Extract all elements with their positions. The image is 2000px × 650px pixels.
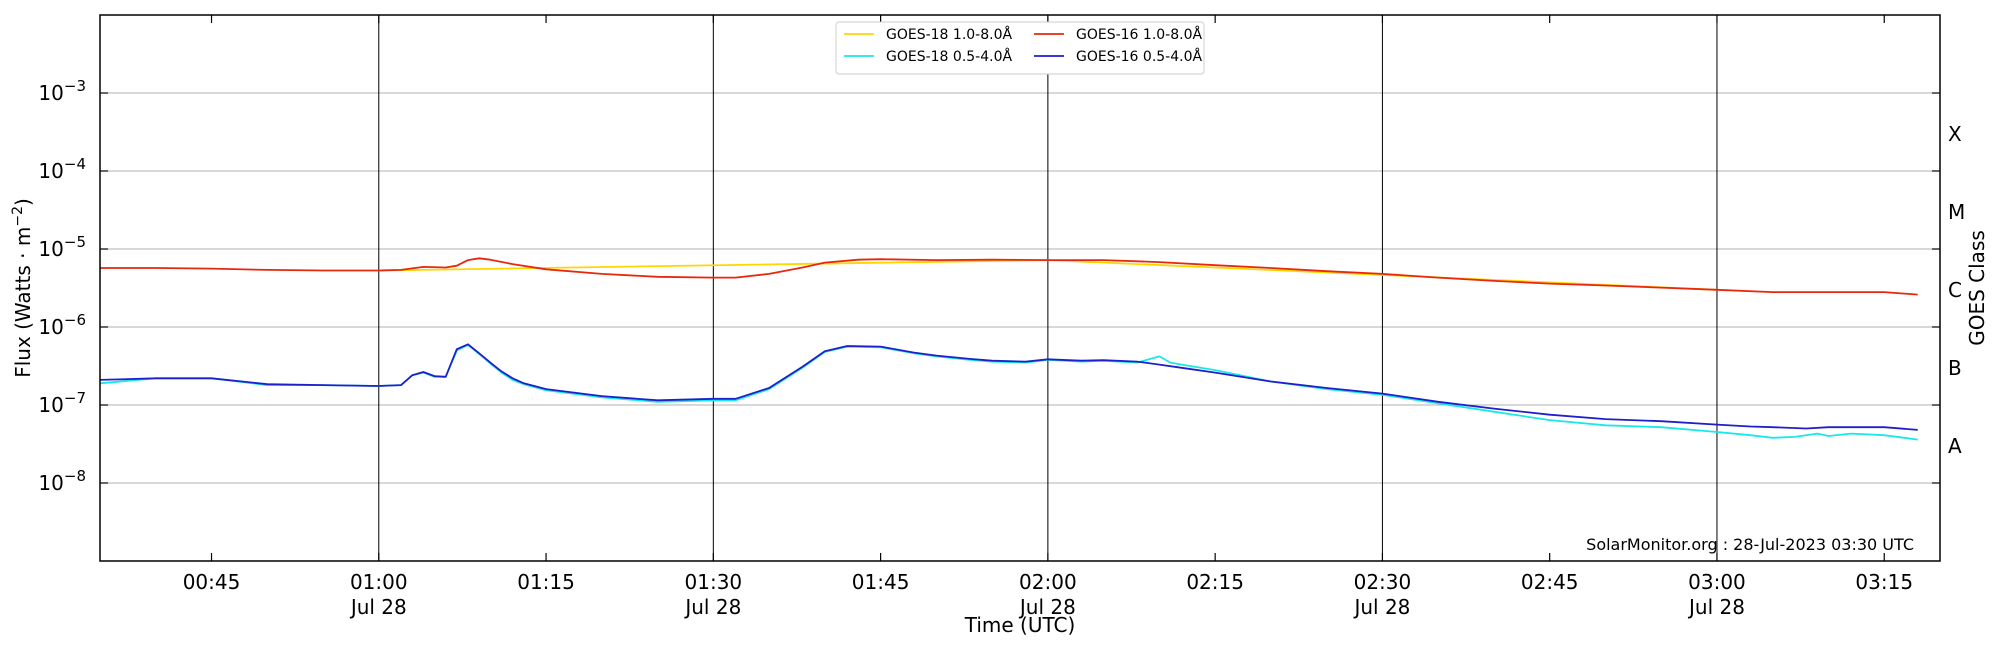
- legend-label: GOES-18 1.0-8.0Å: [886, 26, 1012, 43]
- legend: GOES-18 1.0-8.0Å GOES-18 0.5-4.0Å GOES-16 …: [835, 21, 1205, 75]
- credit-label: SolarMonitor.org : 28-Jul-2023 03:30 UTC: [1586, 535, 1914, 554]
- goes-class-label: X: [1948, 122, 1962, 146]
- y-axis-title: Flux (Watts · m−2): [10, 198, 35, 378]
- x-tick-sublabel: Jul 28: [1352, 595, 1410, 619]
- x-tick-sublabel: Jul 28: [1018, 595, 1076, 619]
- goes-class-label: C: [1948, 278, 1962, 302]
- x-tick-label: 01:00: [350, 570, 408, 594]
- x-tick-label: 02:00: [1019, 570, 1077, 594]
- y-tick-label: 10−6: [38, 311, 86, 339]
- y-tick-label: 10−7: [38, 389, 86, 417]
- plot-frame: [99, 14, 1941, 562]
- legend-label: GOES-18 0.5-4.0Å: [886, 48, 1012, 65]
- x-tick-label: 02:45: [1521, 570, 1579, 594]
- x-tick-label: 01:15: [517, 570, 575, 594]
- y-tick-label: 10−3: [38, 77, 86, 105]
- y2-axis-title: GOES Class: [1965, 230, 1989, 346]
- series-line: [100, 257, 1918, 296]
- x-tick-sublabel: Jul 28: [349, 595, 407, 619]
- x-tick-sublabel: Jul 28: [683, 595, 741, 619]
- goes-class-label: A: [1948, 434, 1962, 458]
- x-tick-sublabel: Jul 28: [1687, 595, 1745, 619]
- x-tick-label: 01:45: [852, 570, 910, 594]
- x-tick-label: 03:15: [1855, 570, 1913, 594]
- legend-label: GOES-16 0.5-4.0Å: [1076, 48, 1202, 65]
- y-tick-label: 10−5: [38, 233, 86, 261]
- goes-class-label: B: [1948, 356, 1962, 380]
- data-series: [99, 257, 1918, 441]
- y-tick-label: 10−8: [38, 467, 86, 495]
- y-tick-label: 10−4: [38, 155, 86, 183]
- x-tick-label: 02:15: [1186, 570, 1244, 594]
- x-tick-label: 01:30: [685, 570, 743, 594]
- x-tick-label: 00:45: [183, 570, 241, 594]
- x-tick-label: 02:30: [1354, 570, 1412, 594]
- grid-lines: [100, 15, 1940, 561]
- series-line: [99, 343, 1918, 431]
- goes-class-label: M: [1948, 200, 1965, 224]
- x-tick-label: 03:00: [1688, 570, 1746, 594]
- x-axis-title: Time (UTC): [964, 613, 1076, 637]
- legend-label: GOES-16 1.0-8.0Å: [1076, 26, 1202, 43]
- legend-box: [835, 21, 1205, 75]
